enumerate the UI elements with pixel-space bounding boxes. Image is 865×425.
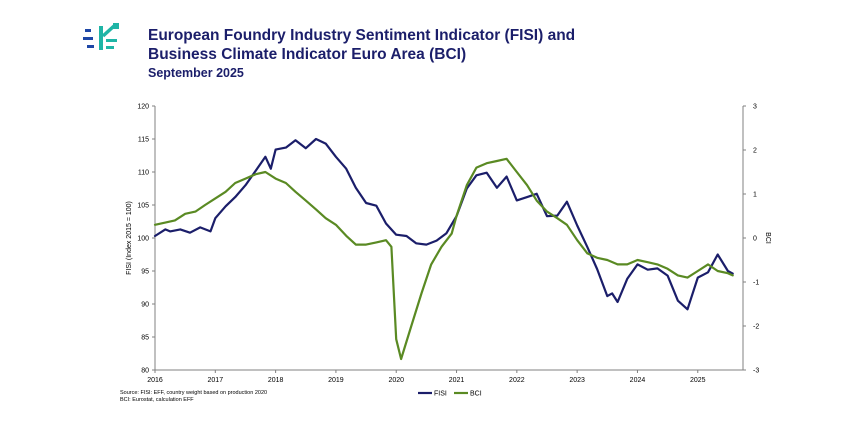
y-tick-label-right: 2 (753, 148, 757, 155)
y-tick-label-left: 95 (141, 269, 149, 276)
foundry-logo-icon (81, 22, 121, 54)
y-tick-label-left: 120 (137, 104, 149, 111)
source-note: Source: FISI: EFF, country weight based … (120, 390, 267, 404)
y-tick-label-left: 115 (138, 137, 149, 144)
y-tick-label-left: 100 (137, 236, 149, 243)
title-line-2: Business Climate Indicator Euro Area (BC… (148, 45, 467, 63)
x-tick-label: 2021 (449, 377, 465, 384)
x-tick-label: 2019 (328, 377, 344, 384)
source-line-1: Source: FISI: EFF, country weight based … (120, 390, 268, 396)
y-tick-label-left: 90 (141, 302, 149, 309)
y-axis-title-right: BCI (764, 232, 771, 244)
x-tick-label: 2020 (388, 377, 404, 384)
y-tick-label-right: 0 (753, 236, 757, 243)
x-tick-label: 2025 (690, 377, 706, 384)
y-tick-label-left: 80 (141, 368, 149, 375)
y-tick-label-left: 85 (141, 335, 149, 342)
x-tick-label: 2022 (509, 377, 525, 384)
x-tick-label: 2017 (208, 377, 224, 384)
x-tick-label: 2024 (630, 377, 646, 384)
legend-label-bci: BCI (470, 391, 482, 398)
series-line-fisi (153, 137, 734, 311)
y-tick-label-left: 105 (137, 203, 149, 210)
source-line-2: BCI: Eurostat, calculation EFF (120, 397, 194, 403)
title-line-1: European Foundry Industry Sentiment Indi… (148, 27, 576, 44)
y-tick-label-left: 110 (138, 170, 149, 177)
x-tick-label: 2023 (569, 377, 585, 384)
series-line-bci (153, 157, 734, 361)
chart-title: European Foundry Industry Sentiment Indi… (148, 27, 575, 64)
chart-subtitle: September 2025 (148, 66, 244, 80)
y-tick-label-right: 1 (753, 192, 757, 199)
x-tick-label: 2016 (147, 377, 163, 384)
x-tick-label: 2018 (268, 377, 284, 384)
legend-label-fisi: FISI (434, 391, 447, 398)
y-tick-label-right: -2 (753, 324, 759, 331)
y-axis-title-left: FISI (Index 2015 = 100) (126, 201, 133, 275)
y-tick-label-right: -1 (753, 280, 759, 287)
y-tick-label-right: 3 (753, 104, 757, 111)
y-tick-label-right: -3 (753, 368, 759, 375)
